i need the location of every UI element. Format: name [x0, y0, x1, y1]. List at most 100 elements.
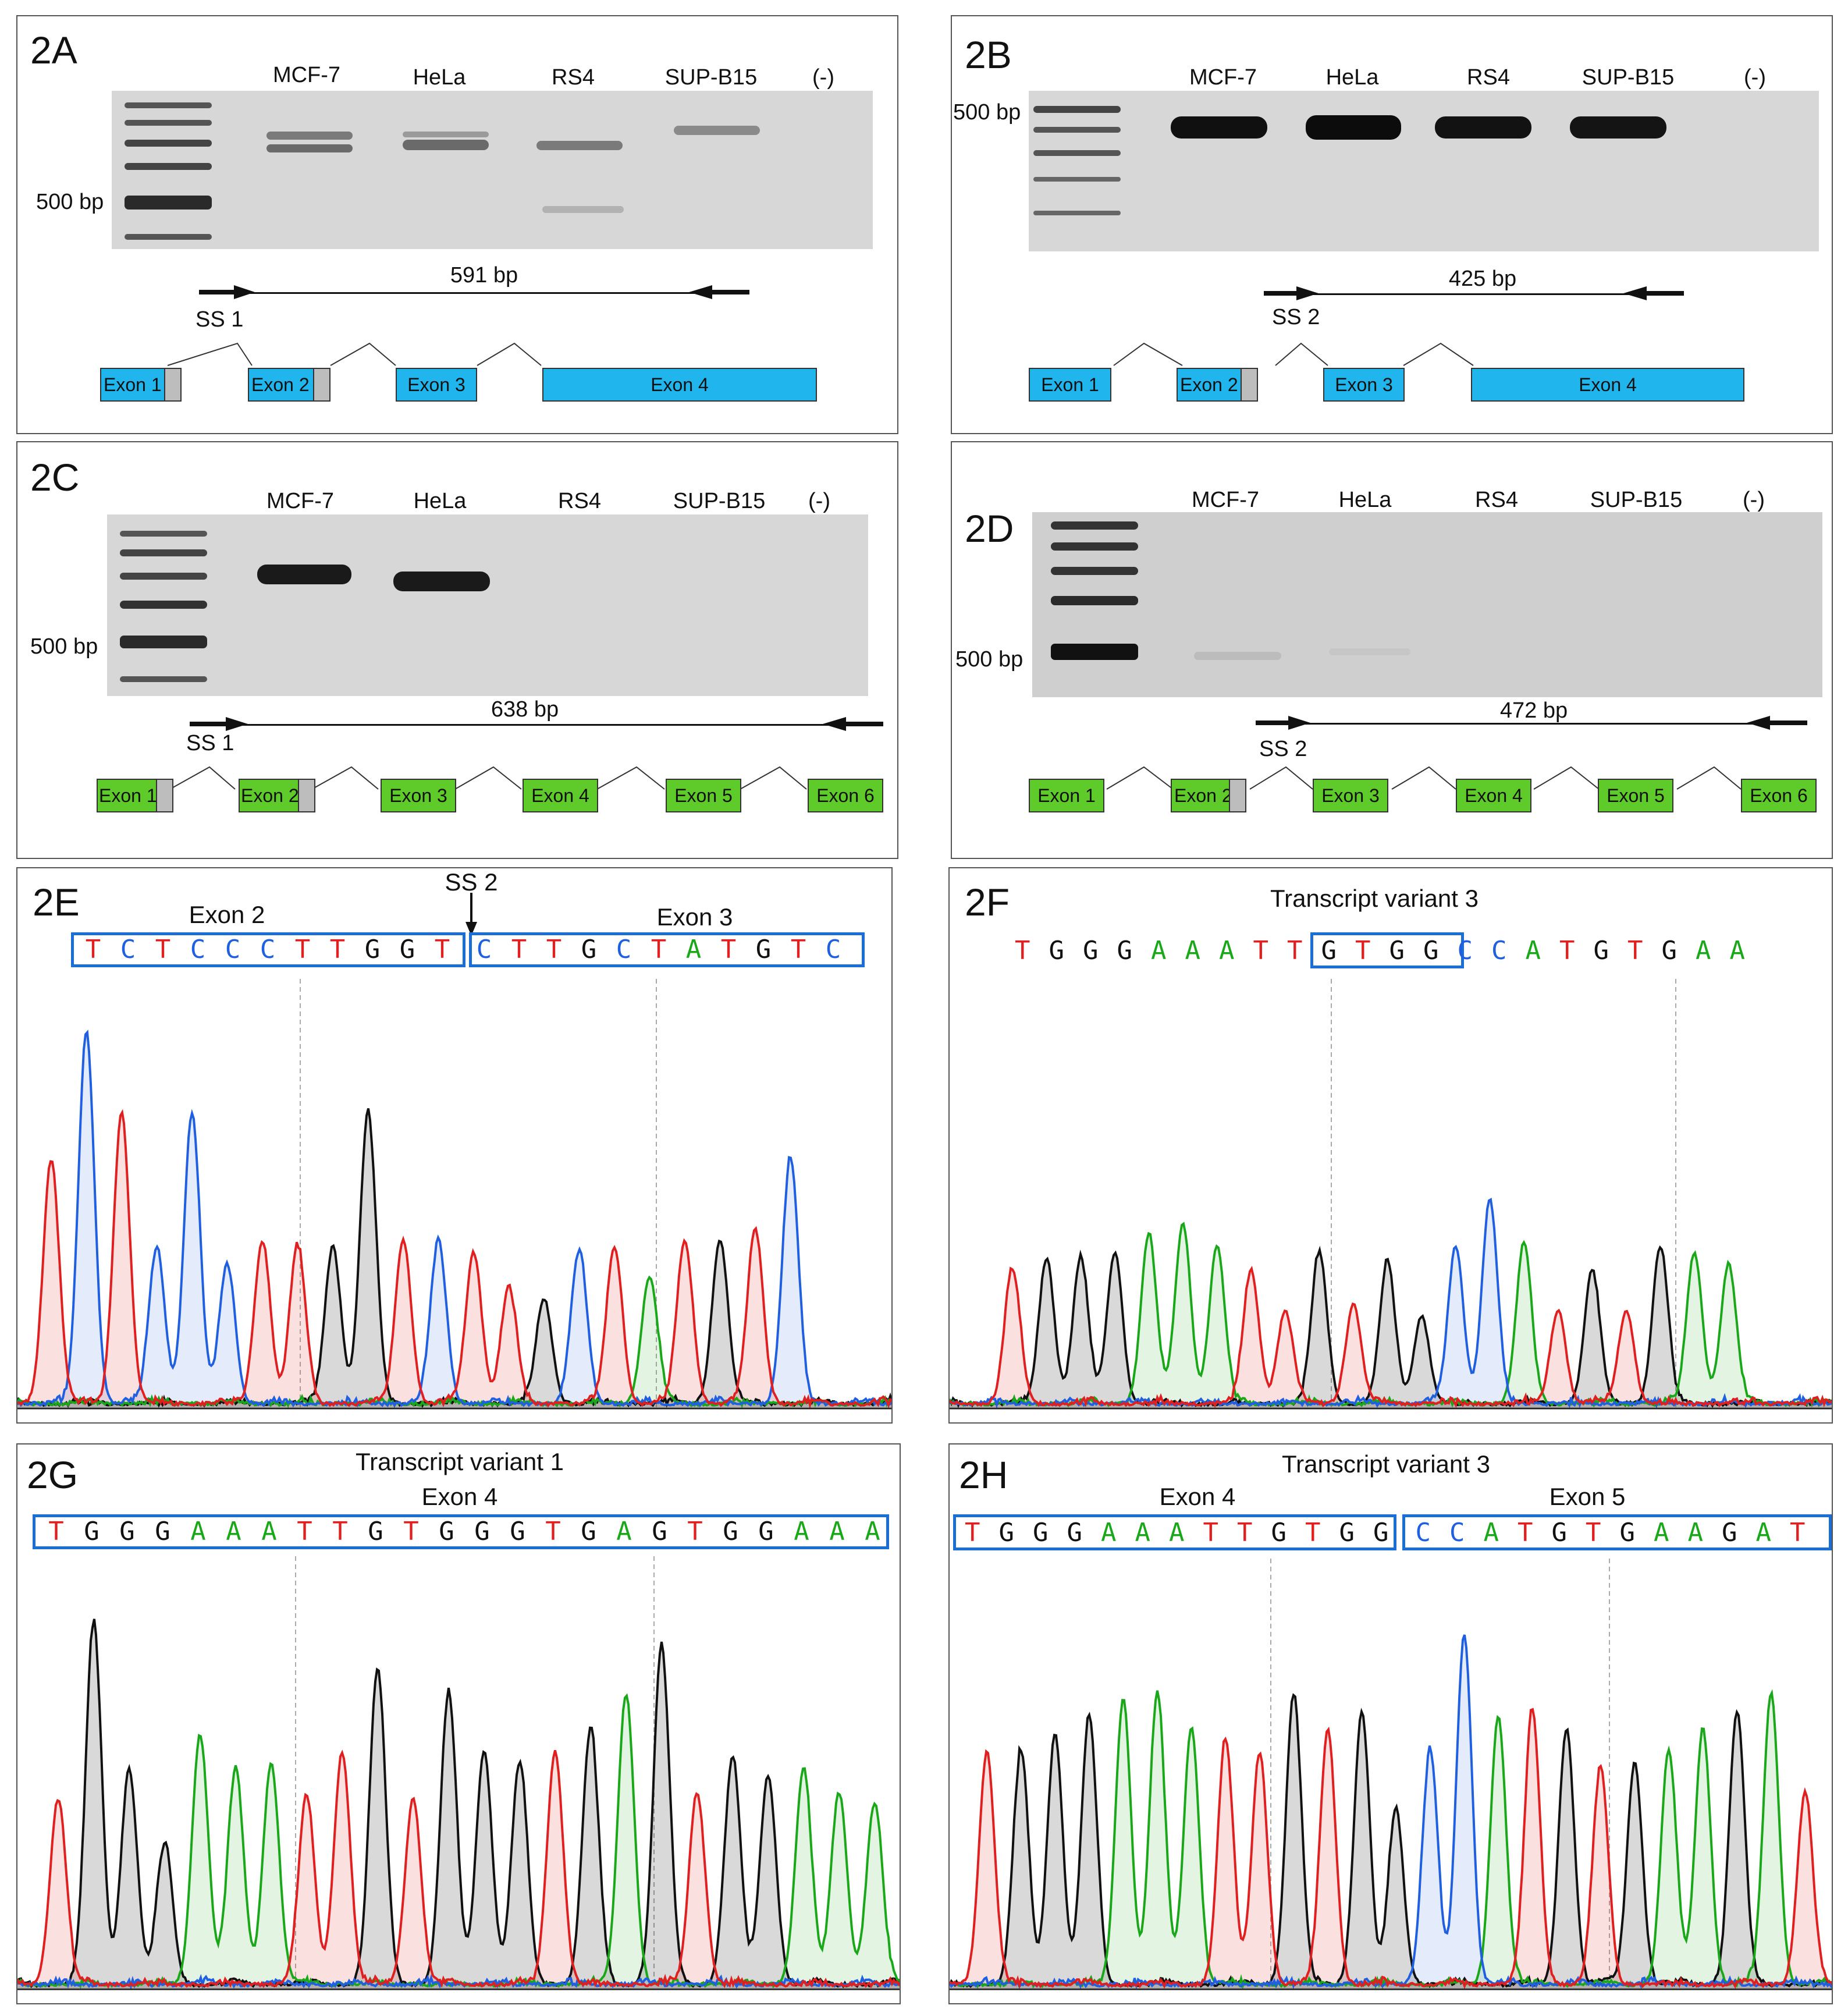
base-call-a: A: [1755, 1518, 1772, 1548]
forward-primer-arrow: [199, 285, 255, 299]
base-call-t: T: [545, 1517, 561, 1546]
base-call-g: G: [1619, 1518, 1636, 1548]
base-call-g: G: [998, 1518, 1015, 1548]
reverse-primer-arrow: [1747, 716, 1807, 730]
exon-3-label: Exon 3: [656, 903, 733, 931]
ladder-band: [125, 234, 212, 240]
base-call-t: T: [297, 1517, 312, 1546]
base-call-t: T: [1627, 936, 1643, 966]
chromatogram: [17, 1556, 900, 1990]
base-call-t: T: [155, 935, 171, 964]
amplicon-size-label: 638 bp: [491, 697, 559, 722]
exon-1: Exon 1: [1029, 368, 1111, 402]
agarose-gel: [107, 514, 868, 696]
base-call-c: C: [1457, 936, 1473, 966]
trace-fill-g: [17, 1619, 900, 1988]
base-call-t: T: [1790, 1518, 1806, 1548]
gel-band-hela-faint: [1329, 648, 1410, 655]
gel-band-mcf7: [266, 132, 353, 140]
panel-2d: 2D MCF-7 HeLa RS4 SUP-B15 (-) 500 bp 472…: [951, 441, 1833, 859]
base-call-a: A: [1483, 1518, 1499, 1548]
trace-c: [17, 1974, 900, 1990]
base-call-g: G: [1067, 1518, 1083, 1548]
exon-3: Exon 3: [381, 779, 456, 812]
lane-label-rs4: RS4: [552, 65, 595, 90]
base-call-a: A: [685, 935, 702, 964]
panel-2c: 2C MCF-7 HeLa RS4 SUP-B15 (-) 500 bp 638…: [16, 441, 898, 859]
base-call-a: A: [616, 1517, 632, 1546]
base-call-a: A: [190, 1517, 206, 1546]
lane-label-rs4: RS4: [1475, 488, 1518, 512]
base-call-g: G: [1321, 936, 1337, 966]
base-call-a: A: [1525, 936, 1541, 966]
lane-label-hela: HeLa: [413, 65, 466, 90]
base-call-g: G: [1551, 1518, 1568, 1548]
base-call-g: G: [758, 1517, 774, 1546]
panel-label: 2D: [965, 507, 1014, 550]
base-call-t: T: [511, 935, 527, 964]
ladder-band: [120, 573, 207, 580]
ladder-band: [120, 636, 207, 648]
agarose-gel: [1029, 91, 1819, 251]
exon-6: Exon 6: [808, 779, 883, 812]
ladder-band: [1051, 596, 1138, 605]
ladder-band: [120, 531, 207, 537]
base-call-c: C: [120, 935, 136, 964]
base-call-g: G: [399, 935, 415, 964]
base-call-g: G: [652, 1517, 667, 1546]
gel-band-mcf7: [257, 565, 351, 584]
trace-g: [950, 1693, 1832, 1989]
trace-t: [17, 1109, 891, 1410]
base-call-c: C: [1491, 936, 1507, 966]
base-call-g: G: [474, 1517, 490, 1546]
trace-g: [17, 1619, 900, 1989]
base-call-t: T: [1305, 1518, 1321, 1548]
exon-3: Exon 3: [1313, 779, 1388, 812]
forward-primer-arrow: [190, 717, 248, 731]
agarose-gel: [112, 91, 873, 249]
base-call-c: C: [190, 935, 206, 964]
exon-4-sequence-box: [33, 1514, 889, 1549]
ladder-band: [125, 102, 212, 108]
lane-label-supb15: SUP-B15: [664, 65, 758, 90]
base-call-t: T: [1287, 936, 1303, 966]
base-call-t: T: [790, 935, 806, 964]
base-call-g: G: [1722, 1518, 1737, 1548]
exon-1: Exon 1: [1029, 779, 1104, 812]
intron-connectors: [1113, 342, 1474, 366]
ladder-band: [120, 549, 207, 556]
trace-t: [17, 1749, 900, 1989]
intron-connectors: [167, 342, 542, 366]
base-call-t: T: [1355, 936, 1371, 966]
ladder-500bp-label: 500 bp: [955, 647, 1023, 672]
forward-primer-arrow: [1264, 286, 1319, 300]
panel-label: 2A: [30, 29, 77, 72]
base-call-a: A: [1101, 1518, 1117, 1548]
panel-label: 2C: [30, 456, 80, 499]
exon-4: Exon 4: [1456, 779, 1531, 812]
base-call-g: G: [1033, 1518, 1049, 1548]
gel-band-mcf7: [1171, 116, 1267, 139]
base-call-a: A: [1654, 1518, 1669, 1548]
base-call-a: A: [1219, 936, 1235, 966]
ladder-band: [120, 676, 207, 682]
panel-label: 2H: [959, 1453, 1008, 1496]
exon-4: Exon 4: [523, 779, 598, 812]
splice-site-label: SS 2: [445, 868, 498, 896]
amplicon-line: [192, 724, 861, 726]
transcript-title: Transcript variant 3: [1270, 885, 1479, 912]
base-call-a: A: [865, 1517, 880, 1546]
splice-site-arrow: [465, 893, 477, 936]
base-call-g: G: [119, 1517, 135, 1546]
trace-fill-g: [950, 1247, 1832, 1407]
ladder-500bp-label: 500 bp: [36, 190, 104, 214]
lane-label-negative: (-): [1744, 65, 1766, 90]
base-call-g: G: [1117, 936, 1133, 966]
base-call-g: G: [1049, 936, 1065, 966]
